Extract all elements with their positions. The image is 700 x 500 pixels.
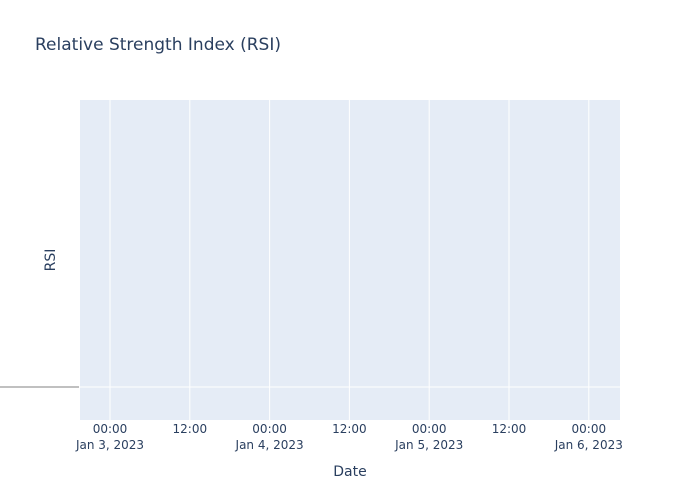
- x-tick-label-time: 12:00: [173, 422, 208, 436]
- x-tick-label-date: Jan 6, 2023: [554, 438, 623, 452]
- plot-area: [80, 100, 620, 420]
- x-tick-label-date: Jan 5, 2023: [394, 438, 463, 452]
- x-tick-label-time: 12:00: [492, 422, 527, 436]
- x-gridlines: [109, 100, 590, 420]
- x-tick-label-date: Jan 3, 2023: [75, 438, 144, 452]
- x-tick-label-date: Jan 4, 2023: [235, 438, 304, 452]
- x-axis-title: Date: [333, 464, 366, 480]
- chart-title: Relative Strength Index (RSI): [35, 35, 281, 55]
- x-tick-label-time: 12:00: [332, 422, 367, 436]
- x-tick-label-time: 00:00: [93, 422, 128, 436]
- x-tick-label-time: 00:00: [412, 422, 447, 436]
- x-tick-label-time: 00:00: [252, 422, 287, 436]
- y-axis-title: RSI: [43, 249, 59, 272]
- x-axis-ticks: 00:00 Jan 3, 2023 12:00 00:00 Jan 4, 2023 12:…: [75, 422, 623, 452]
- x-tick-label-time: 00:00: [572, 422, 607, 436]
